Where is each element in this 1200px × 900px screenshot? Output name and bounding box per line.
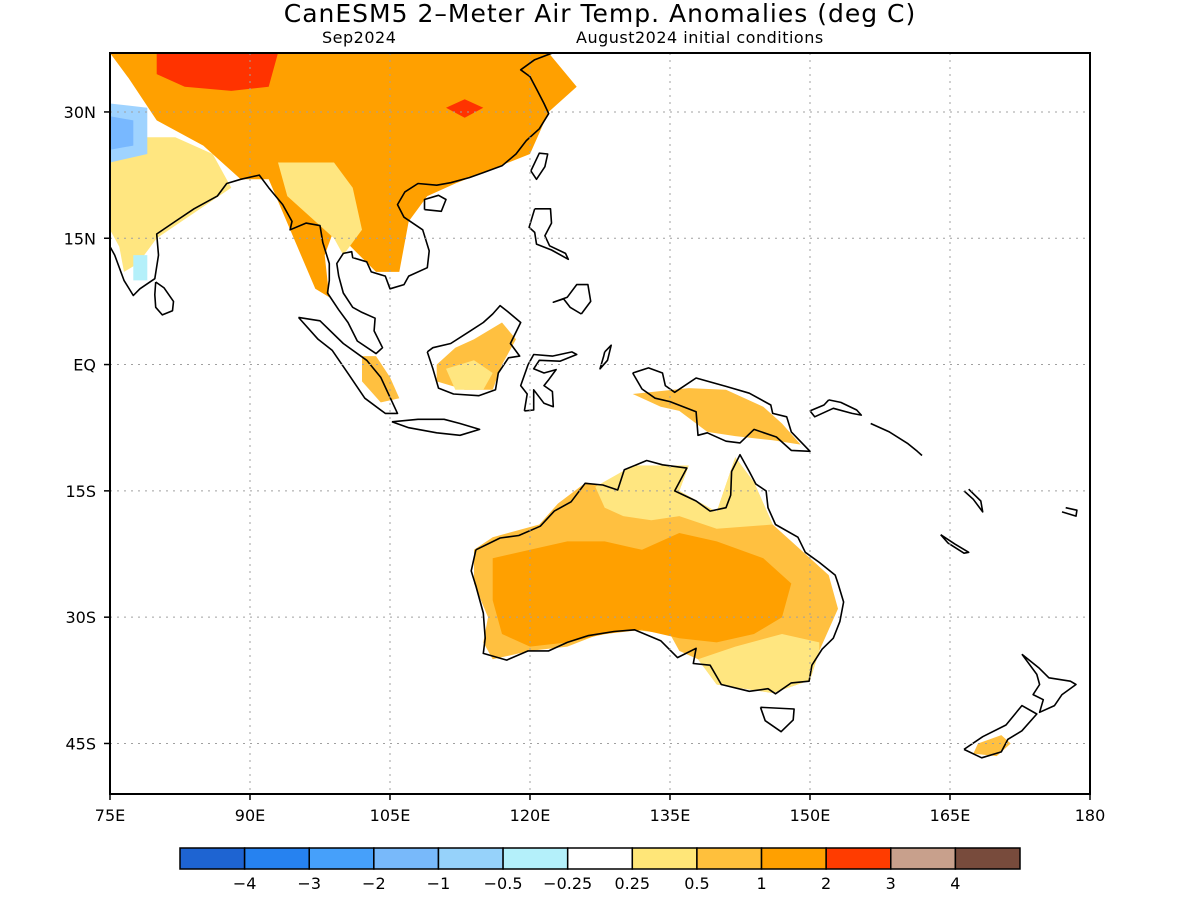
colorbar-label-3: −1 bbox=[427, 874, 451, 893]
colorbar: −4 −3 −2 −1 −0.5 −0.25 0.25 0.5 1 2 3 4 bbox=[179, 847, 1021, 893]
coastline-3 bbox=[423, 194, 447, 213]
grid-lines bbox=[110, 53, 1090, 794]
lon-tick-label-7: 180 bbox=[1075, 806, 1106, 825]
lon-tick-label-4: 135E bbox=[650, 806, 691, 825]
anomaly-region-15 bbox=[698, 634, 820, 693]
anomaly-region-4 bbox=[446, 99, 484, 118]
colorbar-segment-5 bbox=[502, 847, 569, 870]
colorbar-label-2: −2 bbox=[362, 874, 386, 893]
colorbar-segment-11 bbox=[890, 847, 957, 870]
coastline-12 bbox=[470, 453, 845, 695]
colorbar-label-7: 0.5 bbox=[684, 874, 709, 893]
coastline-16 bbox=[809, 399, 863, 418]
coastline-13 bbox=[759, 706, 795, 733]
coastline-19 bbox=[1061, 506, 1078, 517]
colorbar-label-11: 4 bbox=[950, 874, 960, 893]
anomaly-region-7 bbox=[133, 255, 148, 281]
colorbar-segment-7 bbox=[631, 847, 698, 870]
lon-tick-label-3: 120E bbox=[510, 806, 551, 825]
colorbar-label-6: 0.25 bbox=[614, 874, 650, 893]
coastline-10 bbox=[528, 208, 570, 261]
lon-tick-label-5: 150E bbox=[790, 806, 831, 825]
coastline-4 bbox=[297, 316, 399, 415]
colorbar-segment-2 bbox=[308, 847, 375, 870]
colorbar-label-0: −4 bbox=[233, 874, 257, 893]
coastline-9 bbox=[552, 283, 592, 315]
lon-tick-label-2: 105E bbox=[370, 806, 411, 825]
colorbar-label-8: 1 bbox=[756, 874, 766, 893]
lat-tick-label-3: 15S bbox=[65, 482, 96, 501]
anomaly-region-2 bbox=[278, 162, 362, 256]
lat-tick-label-5: 45S bbox=[65, 734, 96, 753]
colorbar-segment-8 bbox=[696, 847, 763, 870]
lat-tick-label-1: 15N bbox=[64, 229, 96, 248]
coastline-6 bbox=[426, 304, 522, 397]
coastline-18 bbox=[940, 534, 970, 555]
coastline-5 bbox=[391, 418, 481, 437]
lat-tick-label-2: EQ bbox=[73, 356, 96, 375]
axis-ticks: 30N 15N EQ 15S 30S 45S 75E 90E 105E 120E 135E 150E 1… bbox=[64, 103, 1106, 825]
colorbar-label-1: −3 bbox=[297, 874, 321, 893]
colorbar-label-9: 2 bbox=[821, 874, 831, 893]
lat-tick-label-4: 30S bbox=[65, 608, 96, 627]
coastline-0 bbox=[110, 53, 553, 355]
anomaly-region-3 bbox=[156, 53, 278, 91]
anomaly-region-14 bbox=[595, 457, 773, 529]
lat-tick-label-0: 30N bbox=[64, 103, 96, 122]
colorbar-label-5: −0.25 bbox=[543, 874, 592, 893]
colorbar-segment-0 bbox=[179, 847, 246, 870]
colorbar-label-10: 3 bbox=[886, 874, 896, 893]
coastline-15 bbox=[1021, 653, 1077, 714]
coastline-8 bbox=[599, 344, 613, 370]
anomaly-region-10 bbox=[446, 360, 493, 390]
coastlines bbox=[110, 53, 1078, 759]
anomaly-region-6 bbox=[110, 116, 134, 150]
coastline-14 bbox=[963, 704, 1038, 759]
lon-tick-label-6: 165E bbox=[930, 806, 971, 825]
colorbar-segment-3 bbox=[373, 847, 440, 870]
map-frame bbox=[109, 52, 1091, 795]
anomaly-region-1 bbox=[110, 137, 232, 272]
coastline-17 bbox=[963, 488, 984, 513]
colorbar-segment-9 bbox=[760, 847, 827, 870]
lon-tick-label-1: 90E bbox=[235, 806, 265, 825]
coastline-1 bbox=[154, 281, 175, 316]
anomaly-region-13 bbox=[492, 533, 792, 647]
colorbar-segment-10 bbox=[825, 847, 892, 870]
chart-title: CanESM5 2–Meter Air Temp. Anomalies (deg… bbox=[283, 0, 917, 28]
colorbar-segment-12 bbox=[954, 847, 1021, 870]
lon-tick-label-0: 75E bbox=[95, 806, 125, 825]
coastline-2 bbox=[530, 152, 549, 181]
coastline-11 bbox=[632, 367, 811, 453]
colorbar-segment-1 bbox=[243, 847, 310, 870]
colorbar-segment-4 bbox=[437, 847, 504, 870]
forecast-month-label: Sep2024 bbox=[322, 28, 397, 47]
initial-conditions-label: August2024 initial conditions bbox=[576, 28, 824, 47]
colorbar-segment-6 bbox=[566, 847, 634, 870]
colorbar-label-4: −0.5 bbox=[484, 874, 523, 893]
anomaly-shading bbox=[110, 53, 1011, 757]
coastline-20 bbox=[870, 422, 923, 457]
